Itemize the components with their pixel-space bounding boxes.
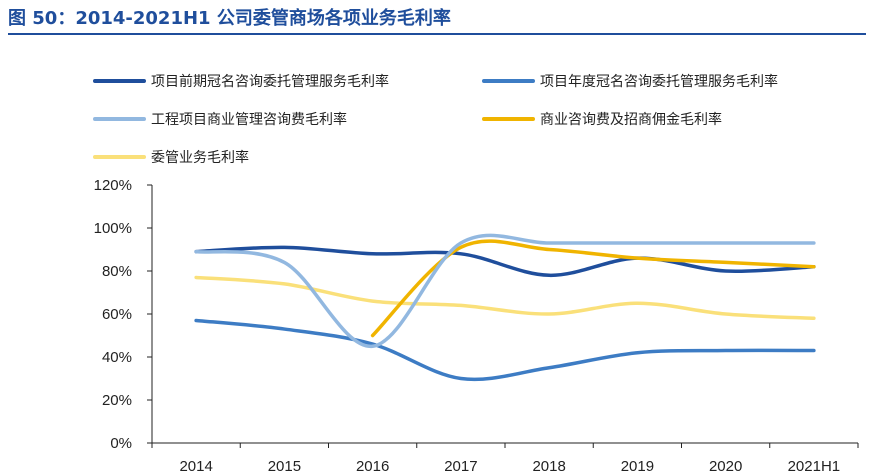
- y-tick-label: 40%: [102, 349, 132, 366]
- title-underline: [8, 33, 866, 35]
- series-line: [194, 318, 816, 382]
- y-tick-label: 120%: [94, 177, 132, 194]
- x-tick-label: 2015: [268, 458, 301, 474]
- series-line: [194, 275, 816, 321]
- legend-label: 商业咨询费及招商佣金毛利率: [540, 111, 722, 128]
- x-tick-label: 2021H1: [788, 458, 841, 474]
- y-tick-label: 80%: [102, 263, 132, 280]
- legend-label: 委管业务毛利率: [151, 149, 249, 166]
- x-tick-label: 2014: [179, 458, 212, 474]
- x-tick-label: 2017: [444, 458, 477, 474]
- y-tick-label: 100%: [94, 220, 132, 237]
- series-line: [194, 233, 816, 349]
- series-line: [194, 245, 816, 278]
- figure-title: 图 50：2014-2021H1 公司委管商场各项业务毛利率: [8, 8, 451, 29]
- legend-label: 工程项目商业管理咨询费毛利率: [151, 111, 347, 128]
- y-tick-label: 0%: [110, 435, 132, 452]
- legend-label: 项目前期冠名咨询委托管理服务毛利率: [151, 73, 389, 90]
- legend-label: 项目年度冠名咨询委托管理服务毛利率: [540, 73, 778, 90]
- y-tick-label: 20%: [102, 392, 132, 409]
- y-tick-label: 60%: [102, 306, 132, 323]
- x-tick-label: 2020: [709, 458, 742, 474]
- x-tick-label: 2016: [356, 458, 389, 474]
- x-tick-label: 2018: [532, 458, 565, 474]
- series-line: [370, 239, 816, 338]
- x-tick-label: 2019: [621, 458, 654, 474]
